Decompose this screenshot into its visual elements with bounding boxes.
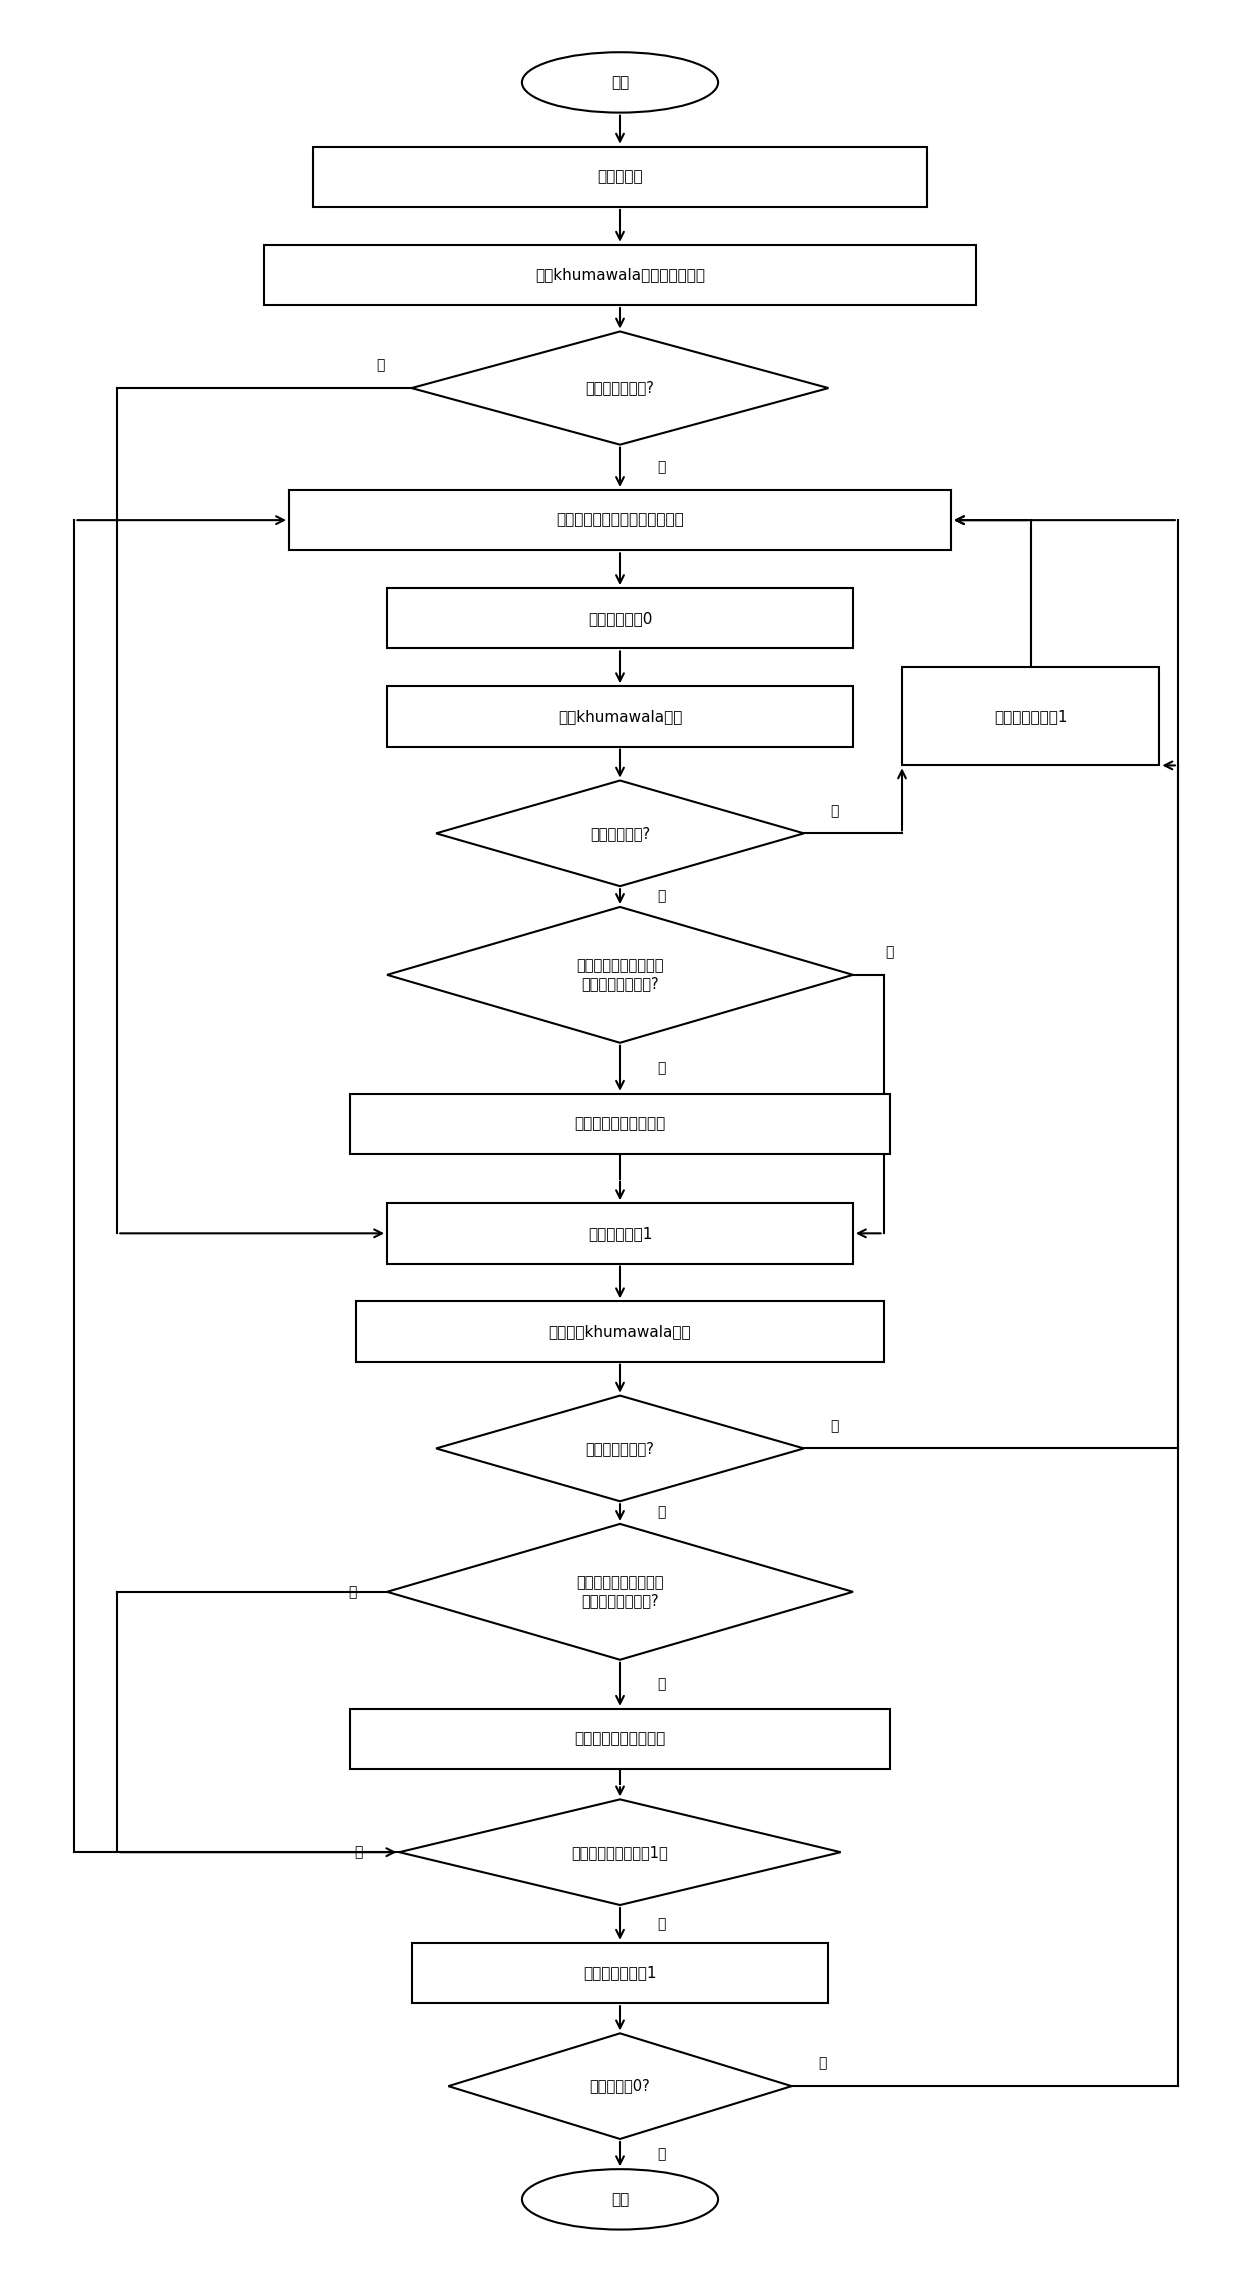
Polygon shape [436,1396,804,1501]
FancyBboxPatch shape [387,588,853,649]
Text: 令所获方案为最优方案: 令所获方案为最优方案 [574,1731,666,1747]
Text: 令分支层数增加1: 令分支层数增加1 [994,708,1068,724]
Text: 否: 否 [885,945,894,959]
Text: 是否获得完整解?: 是否获得完整解? [585,380,655,396]
Text: 执行khumawala规则进行预处理: 执行khumawala规则进行预处理 [534,267,706,282]
Text: 否: 否 [831,1419,838,1433]
Text: 开始: 开始 [611,75,629,89]
Text: 令所获方案为最优方案: 令所获方案为最优方案 [574,1116,666,1132]
FancyBboxPatch shape [412,1943,828,2002]
FancyBboxPatch shape [387,686,853,747]
Text: 执行khumawala规则: 执行khumawala规则 [558,708,682,724]
Ellipse shape [522,2169,718,2230]
Text: 否: 否 [657,460,665,474]
Text: 否: 否 [831,804,838,818]
Text: 所获得方案的成本是否
低于当前最优成本?: 所获得方案的成本是否 低于当前最优成本? [577,959,663,991]
Text: 否: 否 [348,1585,356,1599]
Text: 是: 是 [657,888,665,904]
Text: 是: 是 [657,1677,665,1690]
Text: 是否为完整解?: 是否为完整解? [590,827,650,841]
Text: 是否获得完整解?: 是否获得完整解? [585,1442,655,1456]
FancyBboxPatch shape [356,1301,884,1362]
Text: 令分支变量为0: 令分支变量为0 [588,611,652,626]
FancyBboxPatch shape [264,244,976,305]
Text: 分支层数为0?: 分支层数为0? [590,2078,650,2093]
Text: 当前分支变量取値为1？: 当前分支变量取値为1？ [572,1845,668,1859]
Text: 否: 否 [818,2057,827,2071]
FancyBboxPatch shape [350,1708,890,1770]
FancyBboxPatch shape [314,146,926,207]
Text: 所获得方案的成本是否
低于当前最优成本?: 所获得方案的成本是否 低于当前最优成本? [577,1576,663,1608]
Text: 初始化参数: 初始化参数 [598,169,642,185]
Polygon shape [436,781,804,886]
Polygon shape [412,333,828,444]
Ellipse shape [522,52,718,112]
Text: 重新执行khumawala规则: 重新执行khumawala规则 [548,1324,692,1339]
Text: 是: 是 [657,1062,665,1075]
Text: 令分支变量为1: 令分支变量为1 [588,1226,652,1242]
Text: 是: 是 [377,358,386,371]
Text: 是: 是 [657,2148,665,2162]
Text: 结束: 结束 [611,2191,629,2207]
Polygon shape [387,1524,853,1661]
Text: 是: 是 [657,1916,665,1932]
FancyBboxPatch shape [350,1093,890,1155]
Polygon shape [449,2034,791,2139]
Text: 令分支层数减少1: 令分支层数减少1 [583,1966,657,1980]
FancyBboxPatch shape [387,1203,853,1264]
Polygon shape [387,907,853,1043]
FancyBboxPatch shape [901,667,1159,765]
Polygon shape [399,1800,841,1904]
Text: 依据最大分支准则选取分支变量: 依据最大分支准则选取分支变量 [556,513,684,528]
Text: 否: 否 [355,1845,362,1859]
Text: 是: 是 [657,1506,665,1519]
FancyBboxPatch shape [289,490,951,551]
